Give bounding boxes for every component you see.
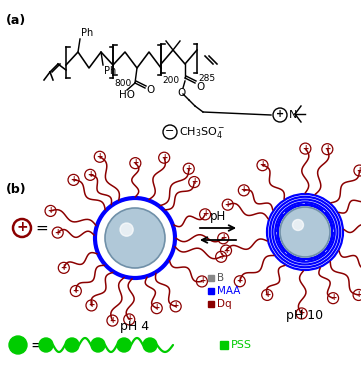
- Text: Ph: Ph: [104, 66, 116, 76]
- Text: +: +: [356, 166, 361, 175]
- Circle shape: [65, 338, 79, 352]
- Text: +: +: [199, 276, 205, 286]
- Text: +: +: [87, 170, 93, 179]
- Text: +: +: [47, 206, 54, 215]
- Text: MAA: MAA: [217, 286, 240, 296]
- Circle shape: [120, 223, 133, 236]
- Circle shape: [9, 336, 27, 354]
- Text: +: +: [73, 286, 79, 295]
- Text: +: +: [55, 228, 61, 237]
- Text: pH: pH: [210, 210, 226, 223]
- Text: (a): (a): [6, 14, 26, 27]
- Text: O: O: [146, 85, 154, 95]
- Text: B: B: [217, 273, 224, 283]
- Text: −: −: [68, 339, 77, 349]
- Text: HO: HO: [119, 90, 135, 100]
- Circle shape: [280, 207, 330, 257]
- Bar: [208, 275, 214, 281]
- Circle shape: [39, 338, 53, 352]
- Text: +: +: [330, 293, 336, 302]
- Text: 800: 800: [114, 79, 131, 88]
- Text: +: +: [220, 233, 226, 242]
- Circle shape: [143, 338, 157, 352]
- Text: +: +: [70, 175, 77, 184]
- Text: +: +: [276, 109, 284, 119]
- Text: (b): (b): [6, 183, 27, 196]
- Text: +: +: [356, 290, 361, 299]
- Text: −: −: [165, 126, 175, 136]
- Text: +: +: [61, 263, 67, 272]
- Text: +: +: [264, 290, 270, 299]
- Text: +: +: [302, 143, 309, 153]
- Text: $\mathrm{CH_3SO_4^-}$: $\mathrm{CH_3SO_4^-}$: [179, 124, 226, 139]
- Bar: [220, 341, 228, 349]
- Text: −: −: [12, 337, 25, 352]
- Text: Dq: Dq: [217, 299, 232, 309]
- Text: +: +: [109, 316, 116, 324]
- Text: +: +: [153, 303, 160, 312]
- Text: PSS: PSS: [231, 340, 252, 350]
- Text: −: −: [145, 339, 155, 349]
- Text: Ph: Ph: [81, 28, 93, 38]
- Text: pH 4: pH 4: [121, 320, 149, 333]
- Circle shape: [105, 208, 165, 268]
- Circle shape: [117, 338, 131, 352]
- Text: +: +: [299, 308, 305, 317]
- Bar: [208, 301, 214, 307]
- Text: +: +: [225, 200, 231, 209]
- Text: +: +: [173, 301, 179, 310]
- Bar: [208, 288, 214, 294]
- Text: O: O: [177, 88, 185, 98]
- Text: +: +: [218, 252, 224, 261]
- Text: =: =: [30, 338, 43, 352]
- Text: 200: 200: [162, 76, 179, 85]
- Text: +: +: [241, 185, 247, 195]
- Text: +: +: [324, 144, 330, 153]
- Text: 285: 285: [198, 74, 215, 83]
- Text: +: +: [191, 177, 197, 186]
- Text: +: +: [161, 153, 167, 162]
- Text: +: +: [88, 301, 95, 309]
- Text: $\mathrm{N}$: $\mathrm{N}$: [288, 108, 297, 120]
- Text: +: +: [16, 220, 28, 234]
- Text: +: +: [97, 152, 103, 161]
- Text: +: +: [237, 276, 243, 285]
- Text: +: +: [126, 315, 132, 323]
- Text: +: +: [223, 246, 229, 255]
- Text: +: +: [202, 209, 208, 218]
- Text: −: −: [42, 339, 51, 349]
- Text: O: O: [196, 82, 204, 92]
- Text: +: +: [132, 158, 139, 167]
- Text: +: +: [259, 160, 266, 169]
- Text: +: +: [186, 164, 192, 173]
- Text: −: −: [119, 339, 129, 349]
- Text: pH 10: pH 10: [286, 309, 323, 322]
- Text: −: −: [93, 339, 103, 349]
- Text: =: =: [35, 221, 48, 236]
- Circle shape: [91, 338, 105, 352]
- Circle shape: [292, 219, 304, 230]
